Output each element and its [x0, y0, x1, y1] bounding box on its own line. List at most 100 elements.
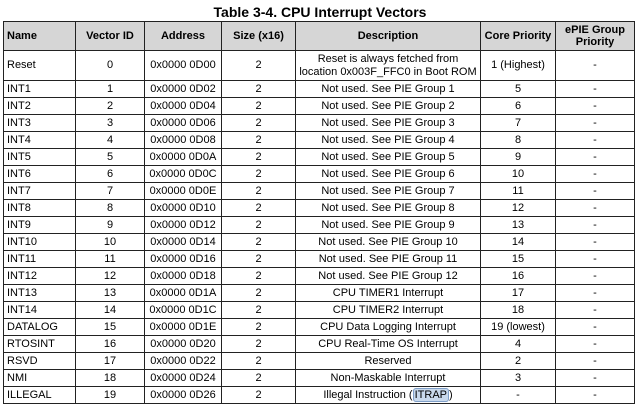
- cell-vector-id: 3: [75, 114, 145, 132]
- cell-epie-group-priority: -: [555, 80, 635, 98]
- table-row: INT6 6 0x0000 0D0C 2 Not used. See PIE Group…: [3, 165, 635, 183]
- table-row: INT13 13 0x0000 0D1A 2 CPU TIMER1 Interrupt 1…: [3, 284, 635, 302]
- cell-size: 2: [221, 233, 296, 251]
- cell-size: 2: [221, 80, 296, 98]
- cell-name: INT5: [3, 148, 76, 166]
- cell-address: 0x0000 0D0C: [144, 165, 222, 183]
- cell-vector-id: 17: [75, 352, 145, 370]
- cell-description: Not used. See PIE Group 6: [295, 165, 481, 183]
- cell-description: Not used. See PIE Group 2: [295, 97, 481, 115]
- cell-vector-id: 8: [75, 199, 145, 217]
- cell-epie-group-priority: -: [555, 148, 635, 166]
- cell-address: 0x0000 0D08: [144, 131, 222, 149]
- table-header-row: Name Vector ID Address Size (x16) Descri…: [3, 21, 635, 51]
- cell-size: 2: [221, 148, 296, 166]
- cell-address: 0x0000 0D16: [144, 250, 222, 268]
- cell-core-priority: 15: [480, 250, 556, 268]
- cell-core-priority: 5: [480, 80, 556, 98]
- table-row: INT10 10 0x0000 0D14 2 Not used. See PIE Gro…: [3, 233, 635, 251]
- cell-size: 2: [221, 250, 296, 268]
- cell-epie-group-priority: -: [555, 335, 635, 353]
- cell-name: INT4: [3, 131, 76, 149]
- cell-name: RSVD: [3, 352, 76, 370]
- cell-name: ILLEGAL: [3, 386, 76, 404]
- cell-epie-group-priority: -: [555, 233, 635, 251]
- cell-core-priority: 2: [480, 352, 556, 370]
- cell-address: 0x0000 0D02: [144, 80, 222, 98]
- cell-core-priority: 16: [480, 267, 556, 285]
- cpu-interrupt-vectors-table: Name Vector ID Address Size (x16) Descri…: [3, 21, 635, 404]
- cell-name: INT6: [3, 165, 76, 183]
- cell-epie-group-priority: -: [555, 352, 635, 370]
- cell-address: 0x0000 0D14: [144, 233, 222, 251]
- cell-epie-group-priority: -: [555, 131, 635, 149]
- cell-size: 2: [221, 369, 296, 387]
- cell-size: 2: [221, 50, 296, 81]
- highlighted-term: ITRAP: [412, 387, 449, 402]
- cell-core-priority: 19 (lowest): [480, 318, 556, 336]
- cell-description: CPU Real-Time OS Interrupt: [295, 335, 481, 353]
- table-row: INT2 2 0x0000 0D04 2 Not used. See PIE Group…: [3, 97, 635, 115]
- cell-vector-id: 13: [75, 284, 145, 302]
- cell-epie-group-priority: -: [555, 199, 635, 217]
- cell-description: Not used. See PIE Group 12: [295, 267, 481, 285]
- cell-core-priority: 11: [480, 182, 556, 200]
- cell-size: 2: [221, 284, 296, 302]
- cell-vector-id: 5: [75, 148, 145, 166]
- cell-vector-id: 2: [75, 97, 145, 115]
- cell-size: 2: [221, 301, 296, 319]
- cell-size: 2: [221, 165, 296, 183]
- cell-core-priority: 8: [480, 131, 556, 149]
- cell-address: 0x0000 0D22: [144, 352, 222, 370]
- cell-description: Not used. See PIE Group 4: [295, 131, 481, 149]
- cell-size: 2: [221, 131, 296, 149]
- cell-vector-id: 4: [75, 131, 145, 149]
- table-row: RTOSINT 16 0x0000 0D20 2 CPU Real-Time OS In…: [3, 335, 635, 353]
- cell-vector-id: 12: [75, 267, 145, 285]
- cell-name: INT8: [3, 199, 76, 217]
- cell-name: NMI: [3, 369, 76, 387]
- cell-vector-id: 16: [75, 335, 145, 353]
- cell-address: 0x0000 0D0E: [144, 182, 222, 200]
- cell-core-priority: 3: [480, 369, 556, 387]
- cell-epie-group-priority: -: [555, 182, 635, 200]
- table-row: INT9 9 0x0000 0D12 2 Not used. See PIE Group…: [3, 216, 635, 234]
- cell-name: INT3: [3, 114, 76, 132]
- cell-name: INT7: [3, 182, 76, 200]
- cell-epie-group-priority: -: [555, 267, 635, 285]
- cell-name: INT11: [3, 250, 76, 268]
- cell-core-priority: -: [480, 386, 556, 404]
- table-row: INT11 11 0x0000 0D16 2 Not used. See PIE Gro…: [3, 250, 635, 268]
- cell-epie-group-priority: -: [555, 216, 635, 234]
- cell-epie-group-priority: -: [555, 250, 635, 268]
- cell-name: INT2: [3, 97, 76, 115]
- cell-epie-group-priority: -: [555, 369, 635, 387]
- cell-size: 2: [221, 267, 296, 285]
- cell-size: 2: [221, 97, 296, 115]
- cell-description: Not used. See PIE Group 1: [295, 80, 481, 98]
- header-address: Address: [144, 21, 222, 51]
- cell-address: 0x0000 0D18: [144, 267, 222, 285]
- cell-vector-id: 14: [75, 301, 145, 319]
- cell-size: 2: [221, 352, 296, 370]
- table-row: RSVD 17 0x0000 0D22 2 Reserved 2-: [3, 352, 635, 370]
- cell-core-priority: 17: [480, 284, 556, 302]
- table-row: DATALOG 15 0x0000 0D1E 2 CPU Data Logging In…: [3, 318, 635, 336]
- cell-size: 2: [221, 318, 296, 336]
- table-row: INT1 1 0x0000 0D02 2 Not used. See PIE Group…: [3, 80, 635, 98]
- cell-description: Not used. See PIE Group 7: [295, 182, 481, 200]
- cell-core-priority: 10: [480, 165, 556, 183]
- table-row: Reset 0 0x0000 0D00 2 Reset is always fetche…: [3, 50, 635, 81]
- cell-core-priority: 12: [480, 199, 556, 217]
- cell-size: 2: [221, 199, 296, 217]
- cell-epie-group-priority: -: [555, 165, 635, 183]
- cell-name: INT14: [3, 301, 76, 319]
- cell-description: Illegal Instruction (ITRAP): [295, 386, 481, 404]
- cell-name: INT13: [3, 284, 76, 302]
- cell-name: DATALOG: [3, 318, 76, 336]
- cell-size: 2: [221, 386, 296, 404]
- cell-description: Not used. See PIE Group 5: [295, 148, 481, 166]
- table-row: INT7 7 0x0000 0D0E 2 Not used. See PIE Group…: [3, 182, 635, 200]
- header-core-priority: Core Priority: [480, 21, 556, 51]
